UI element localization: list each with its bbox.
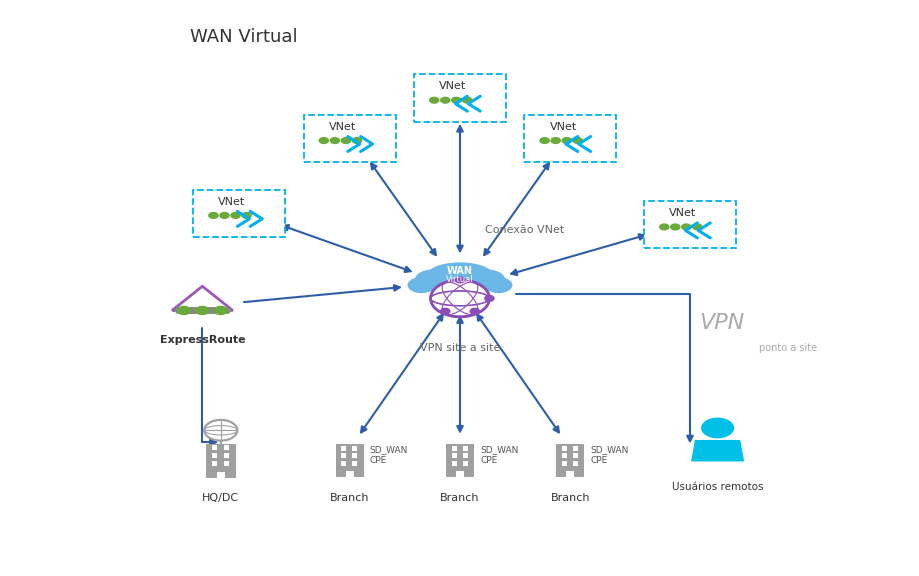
Bar [211, 461, 217, 466]
Text: VNet: VNet [549, 122, 576, 132]
Bar [562, 453, 566, 458]
Bar [341, 453, 346, 458]
Circle shape [670, 224, 679, 230]
Text: Branch: Branch [550, 493, 589, 503]
Text: VNet: VNet [438, 81, 466, 92]
Circle shape [231, 213, 240, 218]
Ellipse shape [407, 277, 435, 293]
Bar [341, 461, 346, 466]
Bar [573, 446, 578, 451]
Bar [462, 446, 468, 451]
Circle shape [430, 280, 489, 317]
Circle shape [484, 295, 494, 301]
Text: Conexão VNet: Conexão VNet [484, 225, 563, 236]
Circle shape [539, 138, 549, 143]
Circle shape [440, 308, 449, 314]
Text: VPN: VPN [698, 313, 743, 332]
Text: Branch: Branch [440, 493, 479, 503]
Ellipse shape [423, 275, 496, 295]
Text: Virtual: Virtual [446, 275, 473, 284]
Circle shape [573, 138, 582, 143]
Circle shape [550, 138, 560, 143]
Bar [556, 445, 584, 477]
Bar [335, 445, 363, 477]
FancyBboxPatch shape [524, 115, 616, 162]
FancyBboxPatch shape [193, 190, 285, 237]
Circle shape [319, 138, 328, 143]
Text: HQ/DC: HQ/DC [202, 493, 239, 503]
Bar [352, 461, 357, 466]
Circle shape [214, 306, 227, 314]
Bar [206, 444, 235, 478]
Bar [451, 461, 456, 466]
Circle shape [177, 306, 190, 314]
Bar [352, 453, 357, 458]
Polygon shape [172, 286, 233, 310]
Circle shape [352, 138, 361, 143]
Circle shape [455, 277, 464, 283]
Circle shape [462, 97, 471, 103]
Bar [573, 461, 578, 466]
Circle shape [700, 418, 733, 438]
Text: VNet: VNet [328, 122, 356, 132]
Circle shape [330, 138, 339, 143]
Bar [341, 446, 346, 451]
Bar [223, 461, 229, 466]
Circle shape [440, 97, 449, 103]
Bar [211, 453, 217, 458]
Text: SD_WAN
CPE: SD_WAN CPE [480, 445, 518, 465]
Circle shape [681, 224, 690, 230]
Bar [562, 446, 566, 451]
Circle shape [470, 308, 479, 314]
Text: SD_WAN
CPE: SD_WAN CPE [590, 445, 629, 465]
Text: WAN Virtual: WAN Virtual [190, 28, 297, 47]
Text: ExpressRoute: ExpressRoute [159, 335, 245, 345]
Ellipse shape [426, 262, 493, 288]
Text: VNet: VNet [218, 196, 245, 207]
Bar [223, 445, 229, 450]
Circle shape [659, 224, 668, 230]
Circle shape [196, 306, 209, 314]
Bar [446, 445, 473, 477]
Bar [562, 461, 566, 466]
Circle shape [429, 97, 438, 103]
FancyBboxPatch shape [303, 115, 395, 162]
FancyBboxPatch shape [414, 74, 505, 122]
FancyBboxPatch shape [643, 201, 735, 248]
Text: VPN site a site: VPN site a site [419, 343, 500, 353]
Bar [451, 446, 456, 451]
Text: WAN: WAN [447, 266, 472, 276]
Bar [346, 471, 353, 477]
Bar [566, 471, 573, 477]
Ellipse shape [414, 270, 453, 289]
Circle shape [451, 97, 460, 103]
Bar [352, 446, 357, 451]
Text: Branch: Branch [330, 493, 369, 503]
Circle shape [220, 213, 229, 218]
Text: VNet: VNet [668, 208, 696, 218]
Bar [462, 453, 468, 458]
Bar [217, 472, 224, 478]
Bar [456, 471, 463, 477]
Bar [573, 453, 578, 458]
Bar [223, 453, 229, 458]
Text: SD_WAN
CPE: SD_WAN CPE [369, 445, 408, 465]
Circle shape [562, 138, 571, 143]
Polygon shape [691, 441, 743, 461]
Circle shape [692, 224, 701, 230]
Bar [451, 453, 456, 458]
Circle shape [341, 138, 350, 143]
Text: ponto a site: ponto a site [758, 343, 816, 354]
Ellipse shape [484, 277, 512, 293]
Ellipse shape [466, 270, 505, 289]
Circle shape [209, 213, 218, 218]
Bar [462, 461, 468, 466]
Bar [211, 445, 217, 450]
Circle shape [242, 213, 251, 218]
Circle shape [204, 420, 237, 441]
Text: Usuários remotos: Usuários remotos [671, 482, 763, 492]
